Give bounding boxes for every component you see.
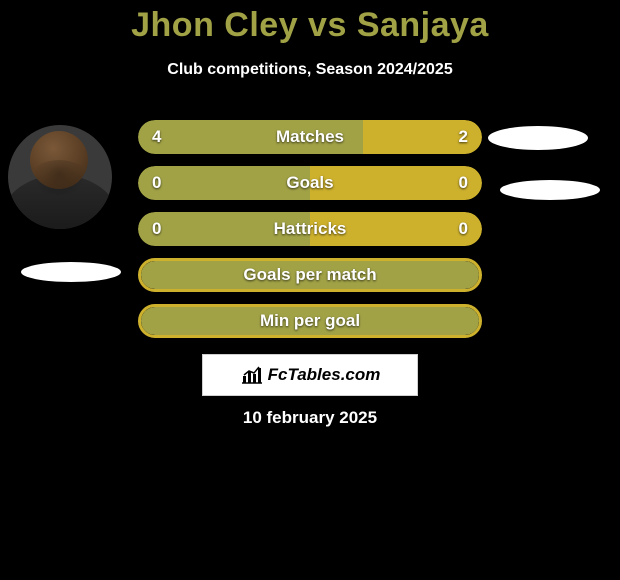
stat-label: Goals per match [141, 261, 479, 289]
stat-row: 42Matches [138, 120, 482, 154]
date-line: 10 february 2025 [0, 408, 620, 428]
brand-text: FcTables.com [268, 365, 381, 385]
stat-label: Matches [138, 120, 482, 154]
stat-row: Goals per match [138, 258, 482, 292]
page-title: Jhon Cley vs Sanjaya [0, 0, 620, 45]
player-placeholder-ellipse [500, 180, 600, 200]
stat-label: Goals [138, 166, 482, 200]
player-placeholder-ellipse [21, 262, 121, 282]
player-left-avatar [8, 125, 112, 229]
stat-row: Min per goal [138, 304, 482, 338]
stat-label: Hattricks [138, 212, 482, 246]
subtitle: Club competitions, Season 2024/2025 [0, 61, 620, 79]
comparison-bars: 42Matches 00Goals 00Hattricks Goals per mat… [138, 120, 482, 350]
brand-box[interactable]: FcTables.com [202, 354, 418, 396]
player-placeholder-ellipse [488, 126, 588, 150]
stat-label: Min per goal [141, 307, 479, 335]
brand-bars-icon [240, 365, 262, 385]
stat-row: 00Hattricks [138, 212, 482, 246]
stat-row: 00Goals [138, 166, 482, 200]
